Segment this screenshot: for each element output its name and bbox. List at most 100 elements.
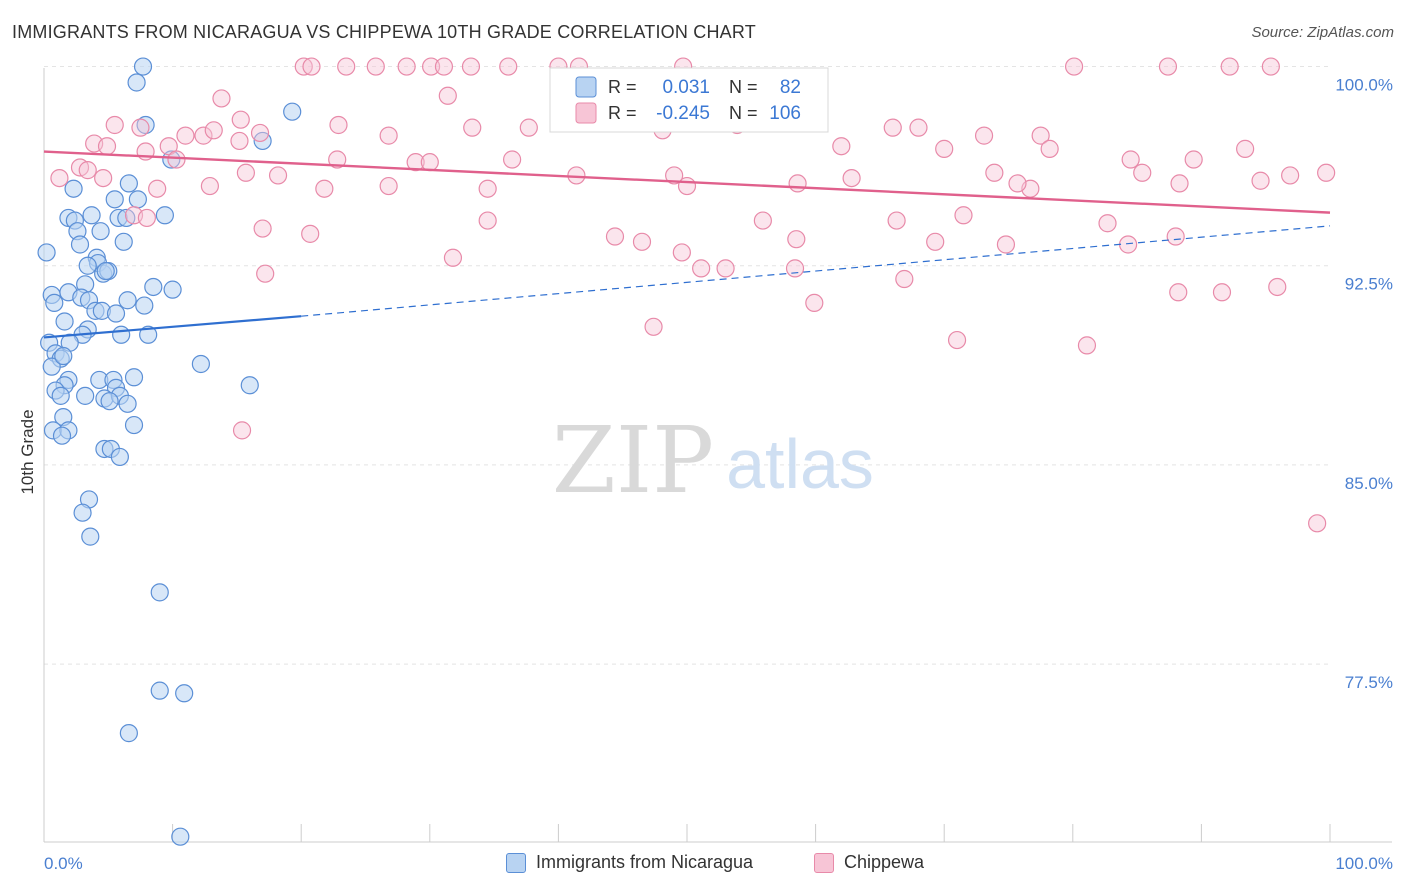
data-point-nicaragua: [135, 296, 154, 315]
data-point-chippewa: [94, 168, 113, 188]
legend-swatch-chippewa: [814, 852, 834, 873]
trend-line-nicaragua-dashed: [301, 225, 1331, 317]
data-point-nicaragua: [81, 527, 100, 546]
x-tick-labels: 0.0% 100.0%: [44, 854, 1393, 873]
data-point-chippewa: [1166, 227, 1185, 246]
data-point-nicaragua: [51, 386, 70, 405]
stats-r-value-blue: 0.031: [662, 77, 710, 98]
series-chippewa-points: [50, 57, 1336, 533]
data-point-chippewa: [753, 211, 772, 230]
data-point-chippewa: [131, 118, 150, 137]
data-point-chippewa: [421, 57, 441, 76]
data-point-chippewa: [665, 166, 684, 185]
data-point-nicaragua: [110, 447, 129, 467]
data-point-chippewa: [137, 208, 156, 228]
data-point-nicaragua: [100, 392, 119, 411]
data-point-chippewa: [1098, 214, 1117, 233]
data-point-chippewa: [677, 176, 697, 196]
data-point-nicaragua: [54, 346, 73, 366]
data-point-nicaragua: [139, 325, 158, 344]
y-tick-label: 85.0%: [1345, 474, 1393, 493]
data-point-chippewa: [194, 126, 213, 145]
data-point-chippewa: [236, 163, 256, 182]
data-point-chippewa: [1040, 139, 1059, 158]
watermark-zip: ZIP: [552, 407, 714, 514]
data-point-chippewa: [644, 317, 663, 336]
data-point-chippewa: [78, 161, 97, 180]
y-axis-label: 10th Grade: [18, 409, 37, 494]
legend-label-chippewa: Chippewa: [844, 852, 925, 872]
data-point-chippewa: [294, 57, 313, 76]
stats-legend: R = 0.031 N = 82 R = -0.245 N = 106: [549, 67, 829, 133]
data-point-chippewa: [887, 211, 906, 230]
x-tick-label-max: 100.0%: [1335, 854, 1393, 873]
data-point-nicaragua: [127, 73, 146, 92]
data-point-chippewa: [1077, 336, 1097, 355]
data-point-chippewa: [148, 179, 167, 198]
data-point-nicaragua: [150, 583, 169, 602]
data-point-chippewa: [379, 126, 398, 145]
data-point-chippewa: [1158, 57, 1178, 76]
data-point-chippewa: [1121, 150, 1140, 169]
data-point-chippewa: [947, 330, 967, 350]
data-point-chippewa: [883, 118, 902, 137]
y-tick-label: 92.5%: [1345, 275, 1393, 294]
data-point-nicaragua: [78, 256, 97, 275]
data-point-nicaragua: [124, 415, 144, 435]
stats-n-label-pink: N =: [729, 103, 758, 123]
data-point-nicaragua: [150, 681, 169, 700]
data-point-chippewa: [302, 57, 321, 76]
data-point-chippewa: [672, 243, 691, 262]
data-point-chippewa: [1268, 277, 1287, 297]
data-point-chippewa: [519, 118, 538, 137]
stats-n-label-blue: N =: [729, 77, 758, 97]
legend-item-chippewa: Chippewa: [814, 852, 924, 873]
data-point-chippewa: [954, 206, 973, 225]
data-point-chippewa: [230, 131, 249, 151]
data-point-chippewa: [167, 150, 186, 169]
data-point-chippewa: [1281, 166, 1300, 185]
data-point-chippewa: [212, 89, 231, 108]
data-point-nicaragua: [105, 190, 124, 209]
data-point-chippewa: [478, 179, 497, 198]
stats-r-label-blue: R =: [608, 77, 637, 97]
data-point-nicaragua: [163, 280, 182, 299]
data-point-chippewa: [50, 168, 69, 188]
data-point-chippewa: [200, 176, 219, 196]
trend-line-nicaragua-solid: [43, 315, 302, 339]
data-point-chippewa: [996, 235, 1016, 254]
data-point-chippewa: [256, 264, 275, 283]
data-point-nicaragua: [73, 503, 92, 522]
watermark-atlas: atlas: [726, 425, 874, 503]
data-point-nicaragua: [37, 243, 56, 262]
data-point-chippewa: [632, 232, 652, 251]
data-point-nicaragua: [128, 190, 147, 209]
data-point-chippewa: [1170, 174, 1189, 193]
data-point-chippewa: [503, 150, 522, 169]
source-label: Source: ZipAtlas.com: [1251, 24, 1394, 41]
data-point-nicaragua: [175, 684, 194, 703]
data-point-nicaragua: [91, 222, 110, 241]
data-point-chippewa: [985, 163, 1004, 182]
legend-item-nicaragua: Immigrants from Nicaragua: [506, 852, 753, 873]
data-point-chippewa: [478, 211, 497, 230]
chart-title: IMMIGRANTS FROM NICARAGUA VS CHIPPEWA 10…: [12, 22, 756, 42]
data-point-chippewa: [379, 176, 398, 196]
data-point-chippewa: [420, 153, 439, 172]
stats-r-label-pink: R =: [608, 103, 637, 123]
data-point-nicaragua: [42, 357, 61, 376]
data-point-chippewa: [463, 118, 482, 137]
y-tick-label: 77.5%: [1345, 673, 1393, 692]
data-point-nicaragua: [191, 354, 210, 374]
legend-swatch-nicaragua: [506, 852, 526, 873]
data-point-chippewa: [935, 139, 954, 158]
data-point-chippewa: [832, 137, 851, 156]
data-point-chippewa: [1169, 283, 1188, 302]
data-point-chippewa: [1236, 139, 1255, 158]
data-point-nicaragua: [133, 57, 153, 76]
data-point-chippewa: [1133, 163, 1152, 182]
data-point-nicaragua: [76, 386, 95, 405]
data-point-chippewa: [788, 174, 807, 193]
data-point-nicaragua: [162, 150, 181, 169]
data-point-chippewa: [329, 115, 348, 135]
